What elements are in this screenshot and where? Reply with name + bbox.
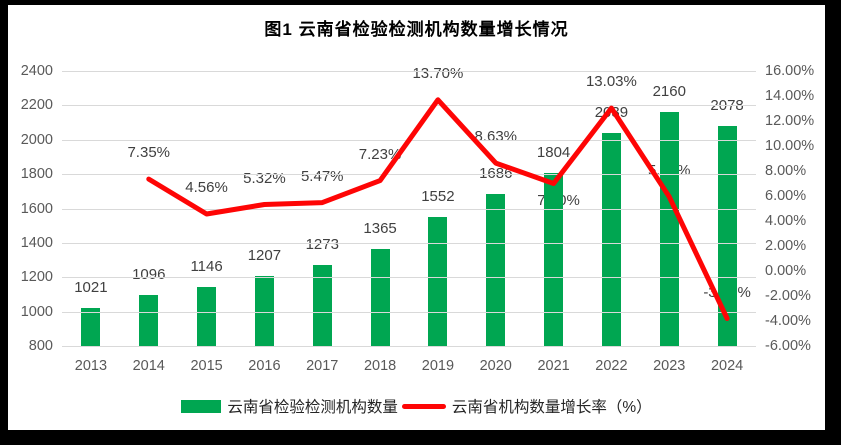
x-axis-label: 2022	[595, 358, 628, 374]
bar	[139, 295, 159, 346]
right-axis-tick: 16.00%	[765, 63, 815, 79]
right-axis-tick: 0.00%	[765, 263, 807, 279]
right-axis-tick: 10.00%	[765, 138, 815, 154]
gridline	[62, 71, 756, 72]
bar	[197, 286, 217, 346]
gridline	[62, 277, 756, 279]
gridline	[62, 139, 756, 141]
gridline	[62, 242, 756, 244]
line-value-label: 13.03%	[585, 73, 637, 91]
line-value-label: 13.70%	[412, 64, 464, 82]
bar	[717, 126, 737, 346]
x-axis-label: 2014	[132, 358, 165, 374]
gridline	[62, 208, 756, 210]
legend-item-bars: 云南省检验检测机构数量	[181, 395, 398, 417]
x-axis-label: 2018	[363, 358, 397, 374]
right-axis-tick: 12.00%	[765, 113, 815, 129]
chart-panel: 图1 云南省检验检测机构数量增长情况 -3.80%5.93%13.03%7.00…	[8, 5, 825, 430]
bar-value-label: 1146	[190, 257, 223, 275]
right-axis-tick: -4.00%	[765, 313, 811, 329]
x-axis-label: 2019	[421, 358, 455, 374]
bar-series-swatch-icon	[181, 399, 222, 413]
right-axis-tick: -2.00%	[765, 288, 811, 304]
legend-bar-label: 云南省检验检测机构数量	[227, 399, 398, 416]
line-value-label: 5.32%	[243, 169, 286, 187]
x-axis-label: 2017	[306, 358, 339, 374]
x-axis-label: 2016	[248, 358, 281, 374]
gridline	[62, 311, 756, 313]
left-axis-tick: 1400	[20, 234, 53, 251]
bar	[544, 173, 564, 346]
left-axis-tick: 2200	[20, 97, 53, 114]
left-axis-tick: 800	[28, 338, 53, 354]
bar	[486, 193, 506, 346]
bar-value-label: 2160	[652, 83, 686, 101]
left-axis-tick: 1600	[20, 200, 53, 217]
legend-line-label: 云南省机构数量增长率（%）	[451, 399, 652, 416]
bar	[601, 133, 621, 346]
bar-value-label: 2039	[594, 104, 629, 122]
line-value-label: 7.23%	[358, 145, 402, 163]
x-axis-label: 2015	[190, 358, 223, 374]
x-axis-label: 2013	[74, 358, 108, 374]
bar-value-label: 1552	[421, 187, 455, 205]
left-axis-tick: 2400	[20, 63, 53, 79]
left-axis-tick: 2000	[20, 131, 53, 148]
gridline	[62, 346, 756, 347]
bar-value-label: 1365	[363, 219, 397, 237]
bar-value-label: 1207	[247, 247, 282, 265]
bar-value-label: 1804	[536, 144, 571, 162]
right-axis-tick: 14.00%	[765, 88, 815, 104]
x-axis-label: 2024	[710, 358, 744, 374]
legend: 云南省检验检测机构数量 云南省机构数量增长率（%）	[8, 395, 825, 417]
chart-title: 图1 云南省检验检测机构数量增长情况	[264, 20, 569, 39]
x-axis-label: 2023	[653, 358, 686, 374]
bar-value-label: 1273	[305, 235, 339, 253]
right-axis-tick: 4.00%	[765, 213, 807, 229]
bar	[81, 308, 101, 346]
gridline	[62, 174, 756, 176]
line-series-swatch-icon	[401, 403, 446, 409]
left-axis-tick: 1800	[20, 166, 53, 183]
gridline	[62, 105, 756, 107]
line-value-label: 5.47%	[300, 167, 344, 185]
right-axis-tick: -6.00%	[765, 338, 811, 354]
legend-item-line: 云南省机构数量增长率（%）	[401, 395, 652, 417]
bar-value-label: 1096	[132, 266, 166, 284]
x-axis-label: 2021	[537, 358, 570, 374]
bar	[428, 216, 448, 346]
bar-value-label: 1021	[74, 279, 108, 297]
bar	[370, 248, 390, 346]
line-value-label: 7.35%	[127, 144, 171, 162]
left-axis-tick: 1000	[20, 303, 53, 320]
left-axis-tick: 1200	[20, 269, 53, 286]
right-axis-tick: 8.00%	[765, 163, 807, 179]
line-value-label: 4.56%	[185, 179, 228, 196]
right-axis-tick: 6.00%	[765, 188, 807, 204]
line-value-label: 8.63%	[474, 128, 518, 146]
right-axis-tick: 2.00%	[765, 238, 807, 254]
x-axis-label: 2020	[479, 358, 512, 374]
